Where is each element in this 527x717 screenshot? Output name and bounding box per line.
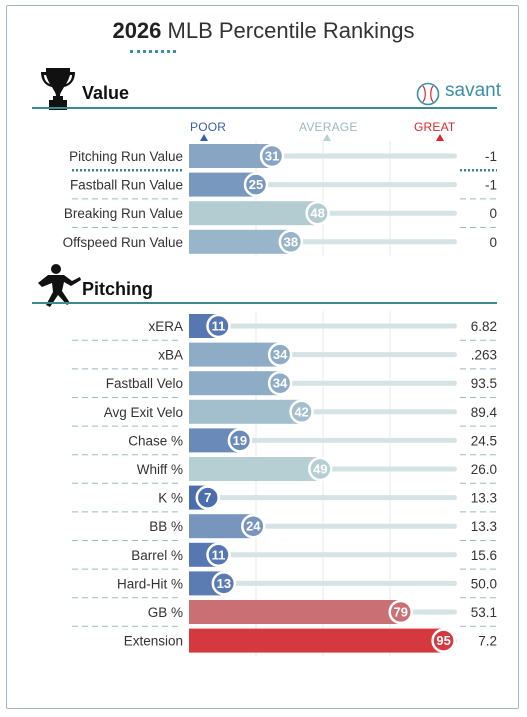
section-title-pitching: Pitching bbox=[82, 279, 153, 299]
bar-track bbox=[189, 437, 457, 443]
section-title-value: Value bbox=[82, 83, 130, 103]
brand-name: savant bbox=[445, 80, 501, 101]
percentile-value: 19 bbox=[233, 433, 247, 448]
metric-stat: -1 bbox=[485, 149, 497, 164]
percentile-marker bbox=[206, 542, 231, 568]
percentile-value: 49 bbox=[313, 462, 327, 477]
percentile-marker bbox=[195, 485, 221, 510]
percentile-marker bbox=[267, 342, 293, 367]
metric-label: Whiff % bbox=[137, 462, 183, 477]
metric-label: Avg Exit Velo bbox=[104, 405, 183, 420]
percentile-bar bbox=[189, 371, 281, 396]
trophy-icon bbox=[41, 68, 75, 110]
percentile-marker bbox=[206, 313, 231, 339]
percentile-bar bbox=[189, 628, 444, 653]
percentile-marker bbox=[305, 200, 330, 226]
metric-label: Barrel % bbox=[131, 548, 183, 563]
percentile-marker bbox=[259, 143, 285, 169]
scale-poor: POOR bbox=[190, 120, 227, 134]
bar-track bbox=[189, 495, 457, 501]
percentile-value: 7 bbox=[204, 490, 211, 505]
average-marker bbox=[323, 134, 331, 141]
percentile-value: 25 bbox=[249, 177, 263, 192]
metric-stat: 0 bbox=[489, 206, 497, 221]
section-rule-pitching bbox=[32, 302, 497, 304]
metric-stat: 26.0 bbox=[471, 462, 497, 477]
percentile-marker bbox=[308, 456, 333, 482]
percentile-marker bbox=[289, 399, 314, 425]
bar-track bbox=[189, 323, 457, 329]
percentile-bar bbox=[189, 144, 273, 168]
poor-marker bbox=[200, 134, 208, 141]
metric-stat: 24.5 bbox=[471, 433, 497, 448]
metric-stat: 93.5 bbox=[471, 376, 497, 391]
metric-stat: 0 bbox=[489, 235, 497, 250]
baseball-icon bbox=[416, 82, 440, 106]
percentile-marker bbox=[431, 628, 456, 653]
metric-label: Breaking Run Value bbox=[64, 206, 183, 221]
metric-stat: 50.0 bbox=[471, 576, 497, 591]
percentile-bar bbox=[189, 229, 291, 254]
great-marker bbox=[436, 134, 444, 141]
percentile-marker bbox=[211, 571, 237, 596]
percentile-marker bbox=[227, 428, 253, 453]
metric-stat: 6.82 bbox=[471, 319, 497, 334]
percentile-value: 13 bbox=[217, 576, 231, 591]
section-rule-value bbox=[32, 107, 497, 109]
metric-label: Hard-Hit % bbox=[117, 576, 183, 591]
percentile-marker bbox=[278, 229, 304, 255]
percentile-value: 24 bbox=[246, 519, 261, 534]
percentile-marker bbox=[243, 172, 269, 197]
metric-label: GB % bbox=[148, 605, 183, 620]
metric-label: K % bbox=[158, 491, 183, 506]
percentile-bar bbox=[189, 342, 281, 367]
percentile-marker bbox=[241, 513, 266, 539]
percentile-value: 11 bbox=[212, 319, 226, 334]
percentile-bar bbox=[189, 399, 302, 424]
percentile-value: 38 bbox=[284, 234, 298, 249]
metric-stat: 89.4 bbox=[471, 405, 498, 420]
page-title: 2026 MLB Percentile Rankings bbox=[0, 18, 527, 44]
title-year: 2026 bbox=[112, 18, 162, 43]
percentile-marker bbox=[388, 599, 413, 625]
metric-label: Offspeed Run Value bbox=[63, 235, 183, 250]
percentile-value: 34 bbox=[273, 376, 288, 391]
percentile-marker bbox=[267, 370, 293, 396]
metric-stat: 13.3 bbox=[471, 519, 497, 534]
pitcher-icon bbox=[38, 264, 81, 307]
percentile-value: 31 bbox=[265, 149, 279, 164]
percentile-value: 95 bbox=[436, 633, 450, 648]
metric-stat: 7.2 bbox=[478, 634, 497, 649]
bar-track bbox=[189, 580, 457, 586]
percentile-bar bbox=[189, 600, 401, 624]
metric-label: Fastball Run Value bbox=[70, 178, 183, 193]
title-underline bbox=[130, 50, 176, 53]
percentile-bar bbox=[189, 457, 321, 481]
metric-label: Chase % bbox=[128, 433, 183, 448]
percentile-value: 42 bbox=[294, 404, 308, 419]
percentile-bar bbox=[189, 201, 318, 226]
percentile-value: 34 bbox=[273, 347, 288, 362]
metric-label: BB % bbox=[149, 519, 183, 534]
metric-label: xERA bbox=[148, 319, 183, 334]
metric-label: Extension bbox=[124, 634, 183, 649]
metric-label: Pitching Run Value bbox=[69, 149, 183, 164]
metric-label: xBA bbox=[158, 348, 183, 363]
metric-stat: -1 bbox=[485, 178, 497, 193]
bar-track bbox=[189, 552, 457, 558]
scale-great: GREAT bbox=[414, 120, 456, 134]
percentile-value: 79 bbox=[393, 605, 407, 620]
metric-stat: 13.3 bbox=[471, 491, 497, 506]
metric-stat: .263 bbox=[471, 348, 497, 363]
metric-label: Fastball Velo bbox=[106, 376, 183, 391]
percentile-value: 11 bbox=[212, 547, 226, 562]
metric-stat: 53.1 bbox=[471, 605, 497, 620]
metric-stat: 15.6 bbox=[471, 548, 497, 563]
percentile-value: 48 bbox=[310, 206, 324, 221]
title-text: MLB Percentile Rankings bbox=[167, 18, 415, 43]
scale-average: AVERAGE bbox=[299, 120, 358, 134]
